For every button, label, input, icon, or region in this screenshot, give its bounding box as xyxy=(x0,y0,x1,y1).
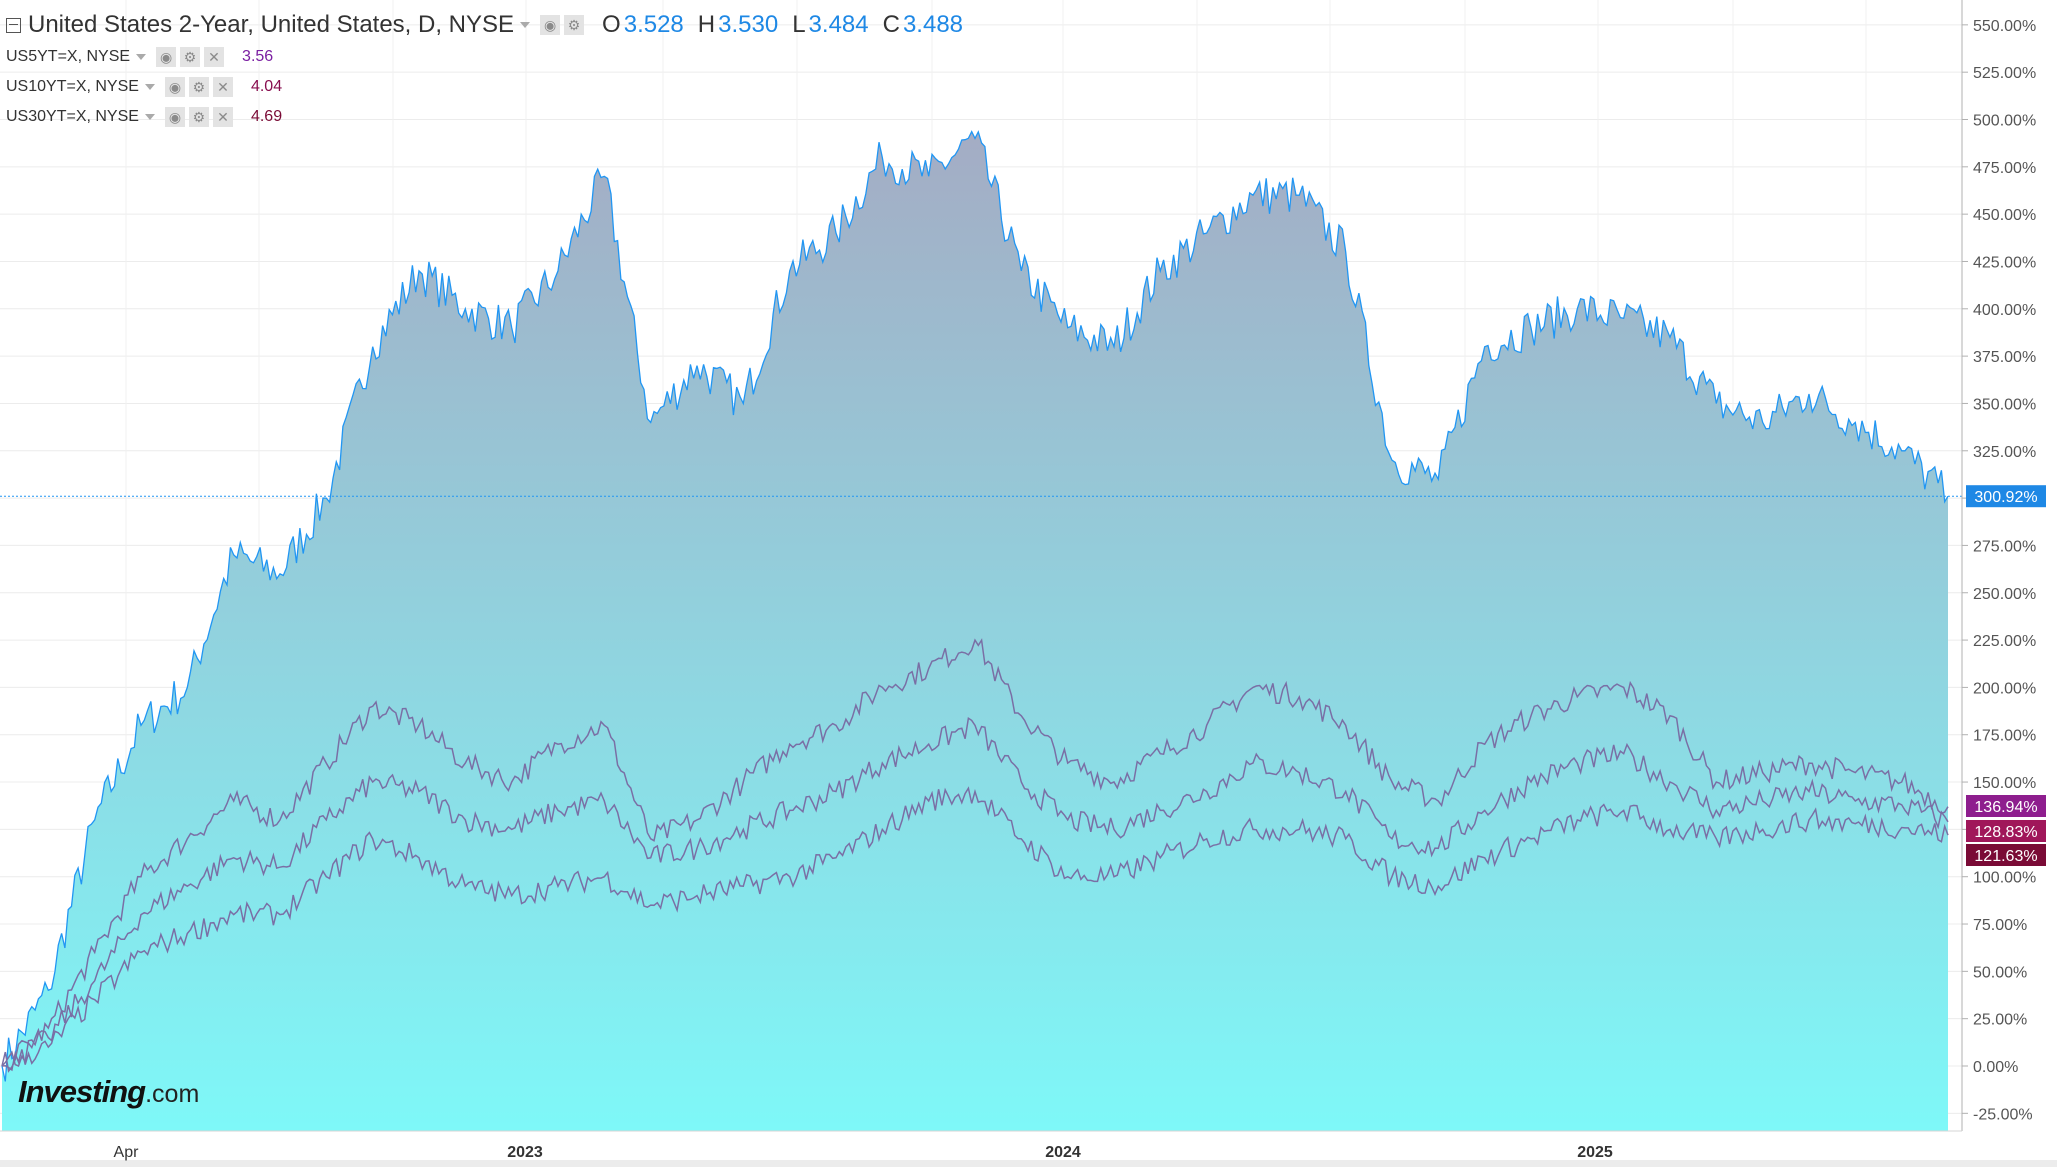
y-tick-label: 350.00% xyxy=(1973,396,2036,413)
series-line-overlay-2 xyxy=(1,717,1949,1068)
main-series-title: United States 2-Year, United States, D, … xyxy=(28,11,515,38)
overlay-value: 4.04 xyxy=(250,78,283,95)
main-series-header: United States 2-Year, United States, D, … xyxy=(6,8,963,42)
ohlc-high-value: 3.530 xyxy=(718,11,779,38)
chevron-down-icon[interactable] xyxy=(136,54,147,60)
y-tick-label: 500.00% xyxy=(1973,113,2036,130)
y-tick-label: 100.00% xyxy=(1973,870,2036,887)
y-tick-label: 525.00% xyxy=(1973,65,2036,82)
collapse-icon[interactable] xyxy=(6,17,21,33)
x-axis: Apr 2023 2024 2025 xyxy=(114,1144,1613,1161)
gear-icon[interactable]: ⚙ xyxy=(180,47,201,67)
close-icon[interactable]: ✕ xyxy=(212,107,233,127)
overlay-value: 3.56 xyxy=(242,48,274,65)
last-value-labels: 300.92% 136.94% 128.83% 121.63% xyxy=(1966,485,2046,866)
y-tick-label: 175.00% xyxy=(1973,728,2036,745)
y-tick-label: 400.00% xyxy=(1973,302,2036,319)
close-icon[interactable]: ✕ xyxy=(204,47,225,67)
ohlc-close-label: C xyxy=(882,11,900,38)
investing-logo: Investing.com xyxy=(18,1074,199,1110)
y-tick-label: 275.00% xyxy=(1973,538,2036,555)
last-value-label-us2y-bg xyxy=(1966,485,2046,508)
overlay-label: US30YT=X, NYSE xyxy=(6,108,139,125)
ohlc-open-value: 3.528 xyxy=(623,11,684,38)
y-tick-label: 75.00% xyxy=(1973,917,2027,934)
eye-icon[interactable]: ◉ xyxy=(156,47,177,67)
ohlc-low-label: L xyxy=(792,11,806,38)
eye-icon[interactable]: ◉ xyxy=(164,77,185,97)
x-tick-label: 2024 xyxy=(1045,1144,1081,1161)
y-tick-label: 50.00% xyxy=(1973,964,2027,981)
area-fill-us2y xyxy=(2,131,1948,1132)
ohlc-open-label: O xyxy=(602,11,621,38)
series-line-overlay-1 xyxy=(1,638,1949,1073)
y-tick-label: 25.00% xyxy=(1973,1012,2027,1029)
eye-icon[interactable]: ◉ xyxy=(164,107,185,127)
x-tick-label: 2025 xyxy=(1577,1144,1613,1161)
y-tick-label: 250.00% xyxy=(1973,586,2036,603)
y-tick-label: 425.00% xyxy=(1973,254,2036,271)
ohlc-close-value: 3.488 xyxy=(902,11,964,38)
y-tick-label: 200.00% xyxy=(1973,680,2036,697)
y-tick-label: 550.00% xyxy=(1973,18,2036,35)
logo-text: Investing xyxy=(18,1074,146,1109)
overlay-row-us10y: US10YT=X, NYSE ◉ ⚙ ✕ 4.04 xyxy=(6,72,963,102)
series-line-us2y xyxy=(1,130,1949,1082)
overlay-label: US10YT=X, NYSE xyxy=(6,78,139,95)
y-tick-label: 375.00% xyxy=(1973,349,2036,366)
ohlc-high-label: H xyxy=(697,11,716,38)
legend: United States 2-Year, United States, D, … xyxy=(6,8,963,132)
y-tick-label: -25.00% xyxy=(1973,1106,2033,1123)
plot-series xyxy=(0,130,1962,1132)
eye-icon[interactable]: ◉ xyxy=(540,15,561,35)
overlay-row-us5y: US5YT=X, NYSE ◉ ⚙ ✕ 3.56 xyxy=(6,42,963,72)
y-tick-label: 0.00% xyxy=(1973,1059,2018,1076)
chevron-down-icon[interactable] xyxy=(520,22,531,28)
chevron-down-icon[interactable] xyxy=(144,114,155,120)
last-value-label-overlay-3: 121.63% xyxy=(1974,848,2037,865)
last-value-label-overlay-1: 136.94% xyxy=(1974,799,2037,816)
y-tick-label: 450.00% xyxy=(1973,207,2036,224)
overlay-row-us30y: US30YT=X, NYSE ◉ ⚙ ✕ 4.69 xyxy=(6,102,963,132)
last-value-label-overlay-2-bg xyxy=(1966,820,2046,842)
overlay-label: US5YT=X, NYSE xyxy=(6,48,131,65)
last-value-label-overlay-1-bg xyxy=(1966,795,2046,817)
last-value-label-overlay-3-bg xyxy=(1966,844,2046,866)
y-tick-label: 150.00% xyxy=(1973,775,2036,792)
gear-icon[interactable]: ⚙ xyxy=(188,107,209,127)
last-value-label-overlay-2: 128.83% xyxy=(1974,824,2037,841)
gear-icon[interactable]: ⚙ xyxy=(564,15,585,35)
last-value-label-us2y: 300.92% xyxy=(1974,489,2037,506)
x-tick-label: 2023 xyxy=(507,1144,543,1161)
series-line-overlay-3 xyxy=(1,786,1949,1072)
y-axis: 550.00% 525.00% 500.00% 475.00% 450.00% 425.0… xyxy=(1962,18,2036,1123)
logo-suffix: .com xyxy=(145,1080,200,1108)
ohlc-low-value: 3.484 xyxy=(808,11,869,38)
x-tick-label: Apr xyxy=(114,1144,140,1161)
bottom-strip xyxy=(0,1160,2057,1167)
close-icon[interactable]: ✕ xyxy=(212,77,233,97)
y-tick-label: 325.00% xyxy=(1973,444,2036,461)
gear-icon[interactable]: ⚙ xyxy=(188,77,209,97)
overlay-value: 4.69 xyxy=(250,108,283,125)
y-tick-label: 225.00% xyxy=(1973,633,2036,650)
y-tick-label: 475.00% xyxy=(1973,160,2036,177)
chevron-down-icon[interactable] xyxy=(144,84,155,90)
